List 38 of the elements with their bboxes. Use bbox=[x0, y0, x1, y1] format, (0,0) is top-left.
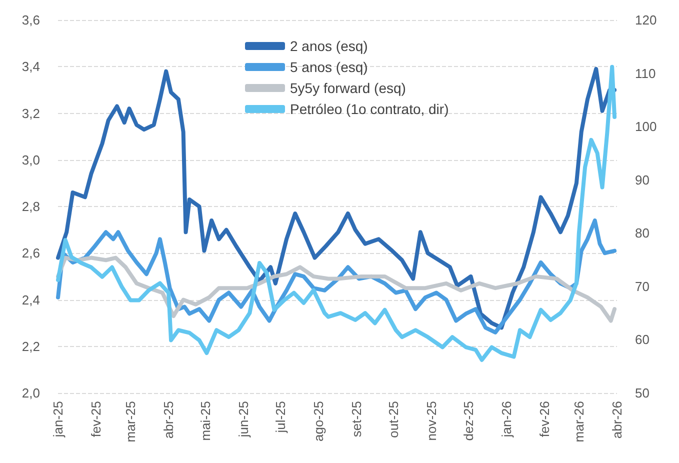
x-tick-label: set-25 bbox=[349, 401, 364, 438]
legend-label: 5y5y forward (esq) bbox=[290, 80, 406, 96]
x-tick-label: mai-25 bbox=[198, 401, 213, 441]
y-tick-label: 2,0 bbox=[22, 386, 40, 400]
y2-tick-label: 90 bbox=[635, 172, 650, 188]
y2-tick-label: 120 bbox=[635, 12, 657, 28]
y-tick-label: 2,6 bbox=[22, 246, 40, 261]
y2-tick-label: 60 bbox=[635, 332, 650, 348]
x-tick-label: jun-25 bbox=[236, 401, 252, 438]
x-tick-label: jan-26 bbox=[498, 401, 514, 438]
y-tick-label: 3,6 bbox=[22, 12, 40, 28]
y-tick-label: 2,2 bbox=[22, 338, 40, 354]
y-tick-label: 3,2 bbox=[22, 106, 40, 121]
y-tick-label: 2,8 bbox=[22, 199, 40, 214]
y-tick-label: 3,0 bbox=[22, 152, 40, 168]
x-tick-label: dez-25 bbox=[460, 401, 476, 441]
x-tick-label: nov-25 bbox=[424, 401, 439, 441]
y2-tick-label: 80 bbox=[635, 226, 650, 241]
x-tick-label: fev-26 bbox=[537, 401, 552, 438]
y-tick-label: 3,4 bbox=[22, 59, 40, 74]
y2-tick-label: 100 bbox=[635, 119, 657, 134]
legend-label: 5 anos (esq) bbox=[290, 59, 368, 75]
x-tick-label: ago-25 bbox=[310, 401, 326, 442]
x-tick-label: mar-25 bbox=[122, 401, 138, 442]
x-tick-label: abr-25 bbox=[161, 401, 176, 439]
y2-tick-label: 70 bbox=[635, 278, 650, 294]
x-tick-label: fev-25 bbox=[88, 401, 104, 438]
y2-tick-label: 50 bbox=[635, 386, 650, 400]
legend-label: Petróleo (1o contrato, dir) bbox=[290, 101, 449, 117]
y2-tick-label: 110 bbox=[635, 66, 656, 81]
x-tick-label: mar-26 bbox=[571, 401, 586, 442]
line-series bbox=[56, 256, 617, 323]
legend-label: 2 anos (esq) bbox=[290, 38, 368, 54]
x-tick-label: jan-25 bbox=[50, 401, 66, 438]
x-tick-label: out-25 bbox=[386, 401, 401, 438]
x-tick-label: abr-26 bbox=[610, 401, 624, 439]
x-tick-label: jul-25 bbox=[272, 401, 288, 434]
y-tick-label: 2,4 bbox=[22, 292, 40, 308]
